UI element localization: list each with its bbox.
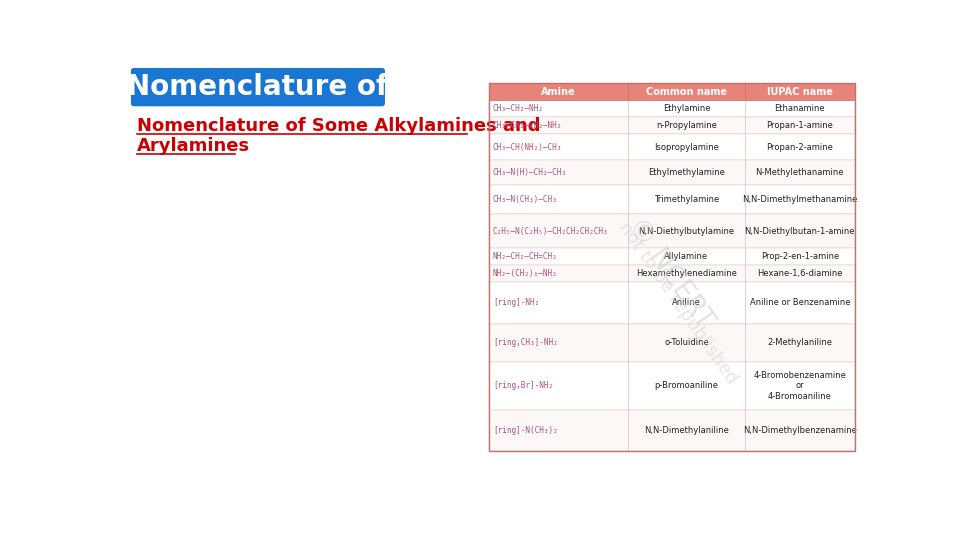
Text: Nomenclature of Some Alkylamines and: Nomenclature of Some Alkylamines and [137,117,540,136]
Text: Ethylmethylamine: Ethylmethylamine [648,168,725,177]
Bar [489,248,854,265]
Bar [489,282,854,323]
Text: Amine: Amine [541,87,576,97]
Text: Propan-1-amine: Propan-1-amine [766,121,833,130]
Text: NH₂–CH₂–CH=CH₂: NH₂–CH₂–CH=CH₂ [492,252,558,261]
Text: p-Bromoaniline: p-Bromoaniline [655,381,718,390]
Text: N-Methylethanamine: N-Methylethanamine [756,168,844,177]
Text: Hexamethylenediamine: Hexamethylenediamine [636,269,737,278]
Bar [489,362,854,410]
Text: N,N-Dimethylbenzenamine: N,N-Dimethylbenzenamine [743,426,856,435]
Bar [489,265,854,282]
Bar [489,100,854,117]
Text: [ring,CH₃]-NH₂: [ring,CH₃]-NH₂ [492,338,558,347]
Text: CH₃–CH₂–NH₂: CH₃–CH₂–NH₂ [492,104,543,113]
Text: [ring]-NH₂: [ring]-NH₂ [492,298,539,307]
Text: Common name: Common name [646,87,727,97]
Text: Aniline: Aniline [672,298,701,307]
Text: Prop-2-en-1-amine: Prop-2-en-1-amine [760,252,839,261]
Text: Ethanamine: Ethanamine [775,104,826,113]
Text: 2-Methylaniline: 2-Methylaniline [767,338,832,347]
Text: n-Propylamine: n-Propylamine [656,121,717,130]
Text: © NCERT: © NCERT [622,212,719,333]
Text: CH₃–N(CH₃)–CH₃: CH₃–N(CH₃)–CH₃ [492,195,558,204]
Bar [489,185,854,214]
Text: N,N-Diethylbutylamine: N,N-Diethylbutylamine [638,227,734,235]
Text: CH₃–CH₂–CH₂–NH₂: CH₃–CH₂–CH₂–NH₂ [492,121,563,130]
Text: CH₃–N(H)–CH₂–CH₃: CH₃–N(H)–CH₂–CH₃ [492,168,566,177]
Text: Allylamine: Allylamine [664,252,708,261]
Text: C₂H₅–N(C₂H₅)–CH₂CH₂CH₂CH₃: C₂H₅–N(C₂H₅)–CH₂CH₂CH₂CH₃ [492,227,609,235]
Bar [489,83,854,451]
Text: Hexane-1,6-diamine: Hexane-1,6-diamine [757,269,843,278]
Text: Ethylamine: Ethylamine [662,104,710,113]
FancyBboxPatch shape [132,69,384,106]
Text: 4-Bromobenzenamine
or
4-Bromoaniline: 4-Bromobenzenamine or 4-Bromoaniline [754,371,847,401]
Text: Trimethylamine: Trimethylamine [654,195,719,204]
Text: not to be republished: not to be republished [615,219,741,388]
Text: CH₃–CH(NH₂)–CH₃: CH₃–CH(NH₂)–CH₃ [492,143,563,152]
Bar [489,83,854,100]
Text: N,N-Dimethylmethanamine: N,N-Dimethylmethanamine [742,195,857,204]
Text: N,N-Dimethylaniline: N,N-Dimethylaniline [644,426,729,435]
Text: o-Toluidine: o-Toluidine [664,338,708,347]
Text: [ring,Br]-NH₂: [ring,Br]-NH₂ [492,381,553,390]
Text: IUPAC name: IUPAC name [767,87,832,97]
Text: [ring]-N(CH₃)₂: [ring]-N(CH₃)₂ [492,426,558,435]
Text: Propan-2-amine: Propan-2-amine [766,143,833,152]
Text: NH₂–(CH₂)₆–NH₂: NH₂–(CH₂)₆–NH₂ [492,269,558,278]
Bar [489,160,854,185]
Text: Nomenclature of: Nomenclature of [128,73,389,101]
Text: Isopropylamine: Isopropylamine [654,143,719,152]
Text: Arylamines: Arylamines [137,137,251,154]
Text: N,N-Diethylbutan-1-amine: N,N-Diethylbutan-1-amine [745,227,855,235]
Bar [489,323,854,362]
Bar [489,410,854,451]
Bar [489,214,854,248]
Bar [489,117,854,134]
Bar [489,134,854,160]
FancyBboxPatch shape [118,63,866,483]
Text: Aniline or Benzenamine: Aniline or Benzenamine [750,298,851,307]
